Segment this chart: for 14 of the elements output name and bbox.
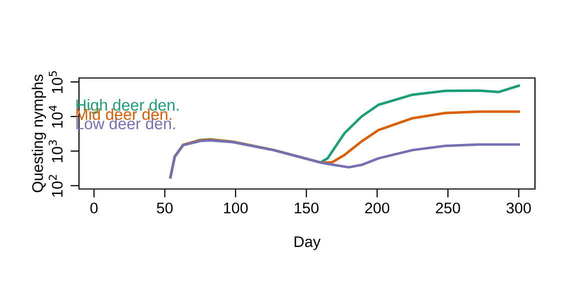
y-tick-label: 10$^{5}$ <box>48 71 63 93</box>
x-tick-label: 300 <box>506 202 531 214</box>
x-tick-label: 50 <box>156 202 173 214</box>
y-axis-title: Questing nymphs <box>32 74 46 192</box>
x-tick-label: 150 <box>294 202 319 214</box>
x-tick-label: 200 <box>365 202 390 214</box>
x-tick-label: 250 <box>436 202 460 214</box>
x-tick-label: 100 <box>224 202 248 214</box>
y-tick-label: 10$^{2}$ <box>48 175 63 197</box>
x-axis-title: Day <box>294 236 321 250</box>
x-tick-label: 0 <box>90 202 98 214</box>
y-tick-label: 10$^{4}$ <box>48 105 63 128</box>
y-tick-label: 10$^{3}$ <box>48 140 63 162</box>
line-series <box>169 139 520 179</box>
